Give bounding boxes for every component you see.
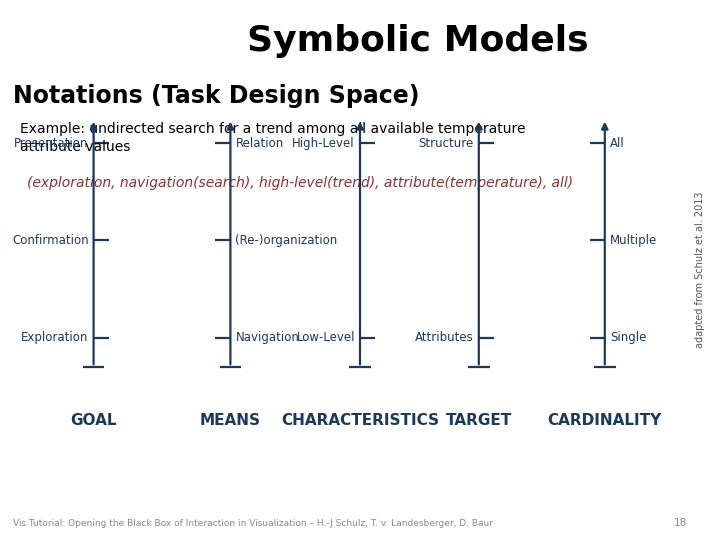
Text: CARDINALITY: CARDINALITY bbox=[548, 413, 662, 428]
Text: Symbolic Models: Symbolic Models bbox=[247, 24, 588, 58]
Text: (Re-)organization: (Re-)organization bbox=[235, 234, 338, 247]
Text: Single: Single bbox=[610, 331, 647, 344]
Text: Vis Tutorial: Opening the Black Box of Interaction in Visualization – H.-J Schul: Vis Tutorial: Opening the Black Box of I… bbox=[13, 519, 493, 528]
Text: Notations (Task Design Space): Notations (Task Design Space) bbox=[13, 84, 420, 107]
Text: High-Level: High-Level bbox=[292, 137, 355, 150]
Text: MEANS: MEANS bbox=[200, 413, 261, 428]
Text: Attributes: Attributes bbox=[415, 331, 474, 344]
Text: All: All bbox=[610, 137, 624, 150]
Text: Structure: Structure bbox=[418, 137, 474, 150]
Text: (exploration, navigation(search), high-level(trend), attribute(temperature), all: (exploration, navigation(search), high-l… bbox=[27, 176, 574, 190]
Text: Confirmation: Confirmation bbox=[12, 234, 89, 247]
Text: TARGET: TARGET bbox=[446, 413, 512, 428]
Text: Navigation: Navigation bbox=[235, 331, 300, 344]
Text: Relation: Relation bbox=[235, 137, 284, 150]
Text: adapted from Schulz et al. 2013: adapted from Schulz et al. 2013 bbox=[695, 192, 705, 348]
Text: 18: 18 bbox=[674, 518, 687, 528]
Text: Low-Level: Low-Level bbox=[297, 331, 355, 344]
Text: Example: undirected search for a trend among all available temperature
attribute: Example: undirected search for a trend a… bbox=[20, 122, 526, 154]
Text: GOAL: GOAL bbox=[71, 413, 117, 428]
Text: CHARACTERISTICS: CHARACTERISTICS bbox=[281, 413, 439, 428]
Text: Presentation: Presentation bbox=[14, 137, 89, 150]
Text: Exploration: Exploration bbox=[21, 331, 89, 344]
Text: Multiple: Multiple bbox=[610, 234, 657, 247]
